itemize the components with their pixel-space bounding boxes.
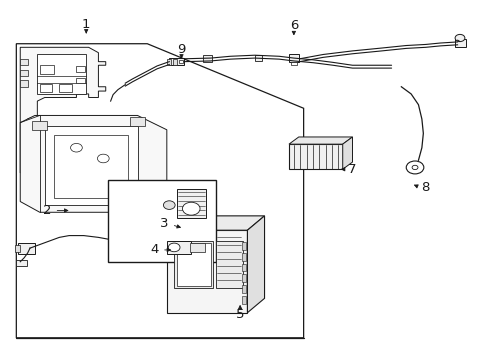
Text: 9: 9	[177, 42, 186, 55]
Bar	[37, 54, 86, 94]
Polygon shape	[167, 216, 265, 230]
Bar	[255, 55, 262, 60]
Bar	[15, 244, 20, 252]
Bar	[242, 296, 246, 304]
Text: 5: 5	[236, 308, 245, 321]
Bar	[190, 243, 205, 252]
Bar	[242, 274, 246, 282]
Bar	[289, 144, 343, 169]
Bar	[242, 242, 246, 250]
Circle shape	[406, 161, 424, 174]
Bar	[20, 69, 27, 76]
Bar	[130, 117, 145, 126]
Text: 2: 2	[43, 204, 51, 217]
Circle shape	[98, 154, 109, 163]
Bar	[20, 59, 27, 65]
Text: 3: 3	[160, 216, 169, 230]
Bar	[176, 243, 211, 286]
Bar	[242, 285, 246, 293]
Circle shape	[71, 143, 82, 152]
Bar	[76, 78, 85, 83]
Circle shape	[163, 201, 175, 210]
Bar	[59, 84, 72, 92]
Bar	[169, 58, 184, 65]
Bar	[16, 260, 27, 266]
Bar	[176, 189, 206, 218]
Text: 7: 7	[348, 163, 357, 176]
Bar	[167, 59, 171, 64]
Bar	[216, 241, 243, 288]
Bar	[242, 253, 246, 261]
Circle shape	[182, 202, 200, 215]
Polygon shape	[16, 44, 304, 338]
Polygon shape	[20, 116, 167, 212]
Bar	[179, 60, 183, 63]
Bar	[174, 241, 213, 288]
Bar	[32, 121, 47, 130]
Bar	[291, 62, 297, 64]
Bar	[203, 55, 212, 62]
Text: 6: 6	[290, 19, 298, 32]
Polygon shape	[247, 216, 265, 313]
Bar	[172, 59, 176, 64]
Bar	[242, 264, 246, 271]
Circle shape	[412, 165, 418, 170]
Bar	[130, 202, 145, 209]
Polygon shape	[20, 47, 106, 173]
Text: 1: 1	[82, 18, 91, 31]
Bar	[20, 80, 27, 87]
Bar	[108, 180, 216, 262]
Polygon shape	[343, 137, 352, 169]
Bar	[76, 66, 85, 72]
Bar	[167, 230, 247, 313]
Text: 8: 8	[421, 181, 430, 194]
Bar	[40, 65, 54, 74]
Bar	[289, 54, 299, 62]
Bar	[54, 135, 128, 198]
Bar	[18, 243, 35, 253]
Bar	[40, 84, 52, 92]
Bar	[45, 126, 138, 205]
Bar	[167, 241, 191, 253]
Circle shape	[455, 35, 465, 41]
Polygon shape	[289, 137, 352, 144]
Text: 4: 4	[150, 243, 159, 256]
Circle shape	[168, 243, 180, 252]
Bar	[455, 40, 466, 46]
